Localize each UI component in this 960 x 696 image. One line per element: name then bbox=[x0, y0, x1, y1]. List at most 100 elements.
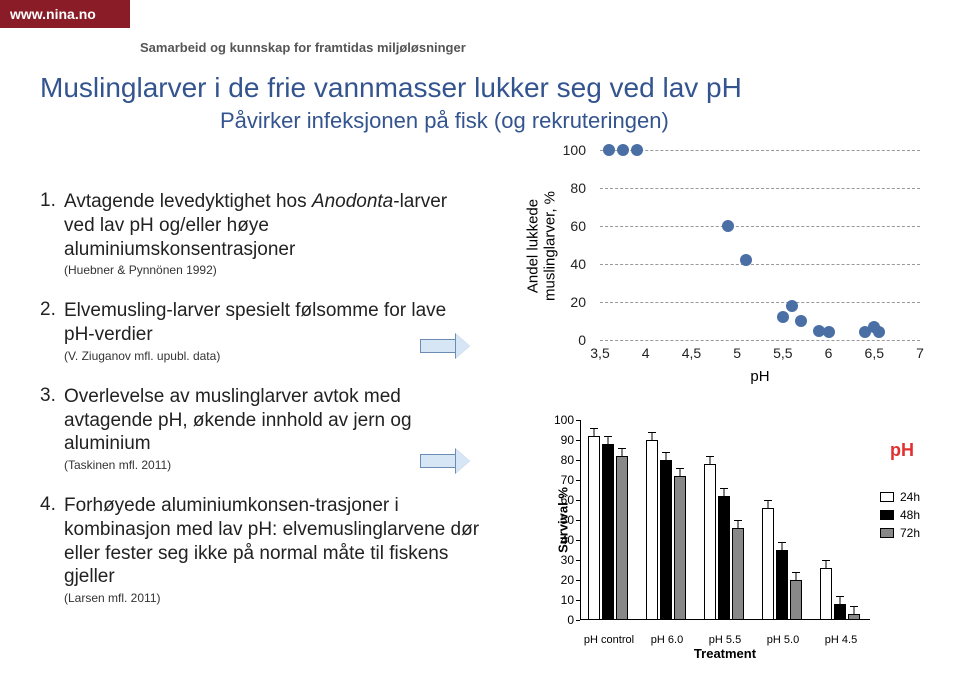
scatter-point bbox=[786, 300, 798, 312]
bar bbox=[704, 464, 716, 620]
x-tick: pH 6.0 bbox=[651, 634, 683, 646]
y-tick: 80 bbox=[546, 453, 574, 467]
arrow-icon bbox=[420, 450, 470, 472]
bar-chart: Survival % pH 0102030405060708090100pH c… bbox=[520, 410, 940, 670]
x-tick: pH 5.0 bbox=[767, 634, 799, 646]
bar bbox=[762, 508, 774, 620]
legend-item: 72h bbox=[880, 526, 920, 540]
y-tick: 0 bbox=[556, 332, 586, 348]
header-url: www.nina.no bbox=[10, 6, 96, 22]
scatter-point bbox=[777, 311, 789, 323]
x-tick: 6,5 bbox=[865, 345, 884, 361]
y-tick: 80 bbox=[556, 180, 586, 196]
list-item: 1.Avtagende levedyktighet hos Anodonta-l… bbox=[40, 190, 480, 277]
list-citation: (V. Ziuganov mfl. upubl. data) bbox=[64, 349, 480, 363]
list-number: 2. bbox=[40, 299, 64, 363]
legend-item: 48h bbox=[880, 508, 920, 522]
bar-x-label: Treatment bbox=[694, 646, 756, 661]
y-tick: 50 bbox=[546, 513, 574, 527]
bar bbox=[834, 604, 846, 620]
y-tick: 100 bbox=[556, 142, 586, 158]
list-item: 2.Elvemusling-larver spesielt følsomme f… bbox=[40, 299, 480, 363]
legend-swatch bbox=[880, 510, 894, 520]
y-tick: 10 bbox=[546, 593, 574, 607]
bar-legend: 24h 48h 72h bbox=[880, 490, 920, 544]
page-subtitle: Påvirker infeksjonen på fisk (og rekrute… bbox=[220, 108, 669, 134]
bar bbox=[732, 528, 744, 620]
scatter-y-label: Andel lukkede muslinglarver, % bbox=[526, 191, 559, 301]
list-text: Forhøyede aluminiumkonsen-trasjoner i ko… bbox=[64, 494, 480, 589]
scatter-point bbox=[873, 326, 885, 338]
legend-label: 24h bbox=[900, 490, 920, 504]
bar bbox=[718, 496, 730, 620]
ph-annotation: pH bbox=[890, 440, 914, 461]
list-item: 3.Overlevelse av muslinglarver avtok med… bbox=[40, 385, 480, 472]
scatter-point bbox=[617, 144, 629, 156]
legend-swatch bbox=[880, 492, 894, 502]
bar-group bbox=[646, 440, 688, 620]
numbered-list: 1.Avtagende levedyktighet hos Anodonta-l… bbox=[40, 190, 480, 627]
bar bbox=[820, 568, 832, 620]
legend-label: 72h bbox=[900, 526, 920, 540]
x-tick: 4,5 bbox=[682, 345, 701, 361]
list-text: Overlevelse av muslinglarver avtok med a… bbox=[64, 385, 480, 456]
legend-item: 24h bbox=[880, 490, 920, 504]
bar bbox=[588, 436, 600, 620]
arrow-icon bbox=[420, 335, 470, 357]
y-tick: 30 bbox=[546, 553, 574, 567]
y-tick: 0 bbox=[546, 613, 574, 627]
bar bbox=[776, 550, 788, 620]
y-tick: 40 bbox=[556, 256, 586, 272]
x-tick: 6 bbox=[825, 345, 833, 361]
x-tick: 7 bbox=[916, 345, 924, 361]
bar bbox=[616, 456, 628, 620]
y-tick: 90 bbox=[546, 433, 574, 447]
bar bbox=[646, 440, 658, 620]
y-tick: 70 bbox=[546, 473, 574, 487]
x-tick: pH 4.5 bbox=[825, 634, 857, 646]
scatter-point bbox=[603, 144, 615, 156]
legend-swatch bbox=[880, 528, 894, 538]
legend-label: 48h bbox=[900, 508, 920, 522]
scatter-point bbox=[823, 326, 835, 338]
bar bbox=[602, 444, 614, 620]
list-item: 4.Forhøyede aluminiumkonsen-trasjoner i … bbox=[40, 494, 480, 605]
scatter-point bbox=[740, 254, 752, 266]
list-text: Avtagende levedyktighet hos Anodonta-lar… bbox=[64, 190, 480, 261]
bar-group bbox=[820, 568, 862, 620]
bar-group bbox=[704, 464, 746, 620]
bar bbox=[848, 614, 860, 620]
bar-group bbox=[588, 436, 630, 620]
list-citation: (Taskinen mfl. 2011) bbox=[64, 458, 480, 472]
list-text: Elvemusling-larver spesielt følsomme for… bbox=[64, 299, 480, 347]
y-tick: 20 bbox=[546, 573, 574, 587]
x-tick: pH control bbox=[584, 634, 634, 646]
y-tick: 60 bbox=[556, 218, 586, 234]
bar bbox=[674, 476, 686, 620]
page-title: Muslinglarver i de frie vannmasser lukke… bbox=[40, 72, 742, 104]
scatter-point bbox=[722, 220, 734, 232]
list-number: 3. bbox=[40, 385, 64, 472]
scatter-point bbox=[631, 144, 643, 156]
tagline: Samarbeid og kunnskap for framtidas milj… bbox=[140, 40, 466, 55]
list-citation: (Huebner & Pynnönen 1992) bbox=[64, 263, 480, 277]
bar-group bbox=[762, 508, 804, 620]
scatter-point bbox=[795, 315, 807, 327]
header-url-bar: www.nina.no bbox=[0, 0, 130, 28]
scatter-x-label: pH bbox=[750, 368, 769, 385]
x-tick: 5,5 bbox=[773, 345, 792, 361]
list-number: 4. bbox=[40, 494, 64, 605]
y-tick: 40 bbox=[546, 533, 574, 547]
list-citation: (Larsen mfl. 2011) bbox=[64, 591, 480, 605]
y-tick: 100 bbox=[546, 413, 574, 427]
bar bbox=[790, 580, 802, 620]
y-tick: 20 bbox=[556, 294, 586, 310]
x-tick: 3,5 bbox=[590, 345, 609, 361]
x-tick: 4 bbox=[642, 345, 650, 361]
x-tick: pH 5.5 bbox=[709, 634, 741, 646]
list-number: 1. bbox=[40, 190, 64, 277]
x-tick: 5 bbox=[733, 345, 741, 361]
y-tick: 60 bbox=[546, 493, 574, 507]
bar bbox=[660, 460, 672, 620]
scatter-chart: Andel lukkede muslinglarver, % 020406080… bbox=[530, 150, 930, 380]
